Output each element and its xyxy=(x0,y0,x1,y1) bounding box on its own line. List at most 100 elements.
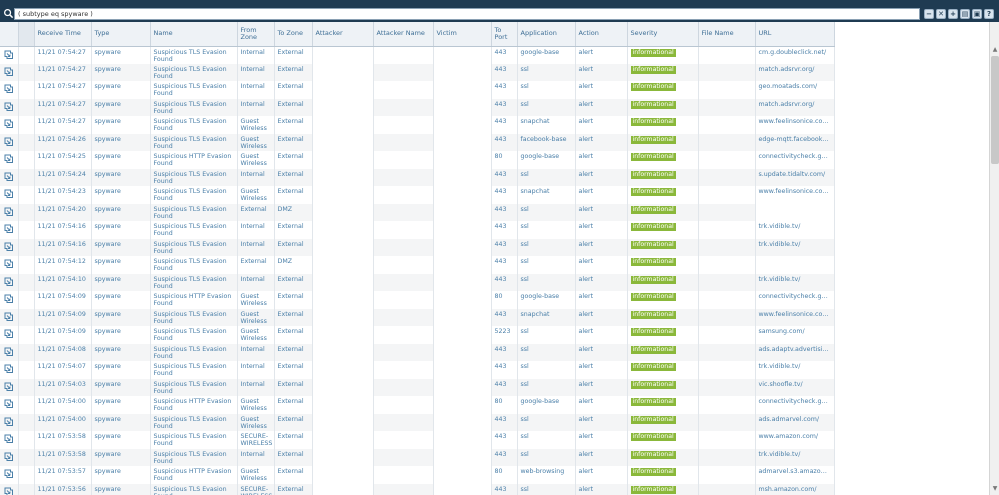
select-cell[interactable] xyxy=(18,98,35,116)
detail-cell[interactable] xyxy=(0,466,19,484)
close-icon[interactable]: ✕ xyxy=(936,9,946,19)
table-row[interactable]: 11/21 07:53:58 spyware Suspicious TLS Evas… xyxy=(0,448,835,466)
select-cell[interactable] xyxy=(18,378,35,396)
select-cell[interactable] xyxy=(18,466,35,484)
table-row[interactable]: 11/21 07:54:20 spyware Suspicious TLS Evas… xyxy=(0,203,835,221)
log-detail-icon[interactable] xyxy=(4,189,14,199)
table-row[interactable]: 11/21 07:54:08 spyware Suspicious TLS Evas… xyxy=(0,343,835,361)
log-detail-icon[interactable] xyxy=(4,154,14,164)
log-detail-icon[interactable] xyxy=(4,172,14,182)
log-detail-icon[interactable] xyxy=(4,312,14,322)
detail-cell[interactable] xyxy=(0,46,19,64)
table-row[interactable]: 11/21 07:54:26 spyware Suspicious TLS Evas… xyxy=(0,133,835,151)
detail-cell[interactable] xyxy=(0,116,19,134)
table-row[interactable]: 11/21 07:54:00 spyware Suspicious HTTP Eva… xyxy=(0,396,835,414)
detail-cell[interactable] xyxy=(0,133,19,151)
table-row[interactable]: 11/21 07:54:12 spyware Suspicious TLS Evas… xyxy=(0,256,835,274)
log-detail-icon[interactable] xyxy=(4,434,14,444)
log-detail-icon[interactable] xyxy=(4,207,14,217)
column-header-victim[interactable]: Victim xyxy=(433,22,492,47)
table-row[interactable]: 11/21 07:54:24 spyware Suspicious TLS Evas… xyxy=(0,168,835,186)
scrollbar-thumb[interactable] xyxy=(991,56,999,164)
detail-cell[interactable] xyxy=(0,186,19,204)
select-cell[interactable] xyxy=(18,448,35,466)
table-row[interactable]: 11/21 07:54:27 spyware Suspicious TLS Evas… xyxy=(0,81,835,99)
table-row[interactable]: 11/21 07:54:09 spyware Suspicious HTTP Eva… xyxy=(0,291,835,309)
log-detail-icon[interactable] xyxy=(4,84,14,94)
column-header-from-zone[interactable]: From Zone xyxy=(237,22,275,47)
column-header-url[interactable]: URL xyxy=(755,22,835,47)
table-row[interactable]: 11/21 07:54:16 spyware Suspicious TLS Evas… xyxy=(0,221,835,239)
select-cell[interactable] xyxy=(18,343,35,361)
detail-cell[interactable] xyxy=(0,98,19,116)
detail-cell[interactable] xyxy=(0,63,19,81)
detail-cell[interactable] xyxy=(0,396,19,414)
table-row[interactable]: 11/21 07:54:00 spyware Suspicious TLS Evas… xyxy=(0,413,835,431)
scroll-down-icon[interactable]: ▼ xyxy=(992,485,998,492)
column-header-application[interactable]: Application xyxy=(517,22,576,47)
log-detail-icon[interactable] xyxy=(4,469,14,479)
log-detail-icon[interactable] xyxy=(4,50,14,60)
vertical-scrollbar[interactable]: ▲ ▼ xyxy=(989,22,999,495)
table-row[interactable]: 11/21 07:54:27 spyware Suspicious TLS Evas… xyxy=(0,46,835,64)
table-row[interactable]: 11/21 07:53:58 spyware Suspicious TLS Evas… xyxy=(0,431,835,449)
detail-cell[interactable] xyxy=(0,378,19,396)
detail-cell[interactable] xyxy=(0,361,19,379)
select-cell[interactable] xyxy=(18,81,35,99)
scroll-up-icon[interactable]: ▲ xyxy=(992,46,998,53)
select-cell[interactable] xyxy=(18,168,35,186)
table-row[interactable]: 11/21 07:53:56 spyware Suspicious TLS Evas… xyxy=(0,483,835,495)
detail-cell[interactable] xyxy=(0,273,19,291)
log-detail-icon[interactable] xyxy=(4,137,14,147)
select-cell[interactable] xyxy=(18,483,35,495)
select-cell[interactable] xyxy=(18,361,35,379)
log-detail-icon[interactable] xyxy=(4,277,14,287)
detail-cell[interactable] xyxy=(0,431,19,449)
column-header-action[interactable]: Action xyxy=(575,22,628,47)
log-detail-icon[interactable] xyxy=(4,102,14,112)
search-icon[interactable] xyxy=(3,8,14,19)
log-detail-icon[interactable] xyxy=(4,329,14,339)
select-cell[interactable] xyxy=(18,186,35,204)
log-detail-icon[interactable] xyxy=(4,487,14,495)
table-row[interactable]: 11/21 07:54:25 spyware Suspicious HTTP Eva… xyxy=(0,151,835,169)
log-detail-icon[interactable] xyxy=(4,259,14,269)
log-detail-icon[interactable] xyxy=(4,399,14,409)
select-cell[interactable] xyxy=(18,431,35,449)
help-icon[interactable]: ? xyxy=(984,9,994,19)
log-detail-icon[interactable] xyxy=(4,364,14,374)
column-header-to-zone[interactable]: To Zone xyxy=(274,22,313,47)
table-row[interactable]: 11/21 07:54:03 spyware Suspicious TLS Evas… xyxy=(0,378,835,396)
select-cell[interactable] xyxy=(18,151,35,169)
table-row[interactable]: 11/21 07:54:16 spyware Suspicious TLS Evas… xyxy=(0,238,835,256)
table-row[interactable]: 11/21 07:54:10 spyware Suspicious TLS Evas… xyxy=(0,273,835,291)
add-filter-button[interactable]: + xyxy=(948,9,958,19)
select-cell[interactable] xyxy=(18,326,35,344)
column-header-file-name[interactable]: File Name xyxy=(698,22,756,47)
table-row[interactable]: 11/21 07:54:07 spyware Suspicious TLS Evas… xyxy=(0,361,835,379)
table-row[interactable]: 11/21 07:53:57 spyware Suspicious HTTP Eva… xyxy=(0,466,835,484)
detail-cell[interactable] xyxy=(0,81,19,99)
detail-cell[interactable] xyxy=(0,413,19,431)
column-header-severity[interactable]: Severity xyxy=(627,22,699,47)
detail-cell[interactable] xyxy=(0,203,19,221)
select-cell[interactable] xyxy=(18,133,35,151)
column-header-type[interactable]: Type xyxy=(91,22,151,47)
detail-cell[interactable] xyxy=(0,238,19,256)
select-cell[interactable] xyxy=(18,413,35,431)
detail-cell[interactable] xyxy=(0,483,19,495)
detail-cell[interactable] xyxy=(0,326,19,344)
detail-cell[interactable] xyxy=(0,308,19,326)
select-cell[interactable] xyxy=(18,63,35,81)
column-header-to-port[interactable]: To Port xyxy=(491,22,518,47)
table-row[interactable]: 11/21 07:54:27 spyware Suspicious TLS Evas… xyxy=(0,63,835,81)
table-row[interactable]: 11/21 07:54:09 spyware Suspicious TLS Evas… xyxy=(0,326,835,344)
detail-cell[interactable] xyxy=(0,291,19,309)
log-detail-icon[interactable] xyxy=(4,347,14,357)
clear-filter-button[interactable]: − xyxy=(924,9,934,19)
select-cell[interactable] xyxy=(18,203,35,221)
detail-cell[interactable] xyxy=(0,151,19,169)
log-detail-icon[interactable] xyxy=(4,294,14,304)
detail-cell[interactable] xyxy=(0,448,19,466)
select-cell[interactable] xyxy=(18,238,35,256)
